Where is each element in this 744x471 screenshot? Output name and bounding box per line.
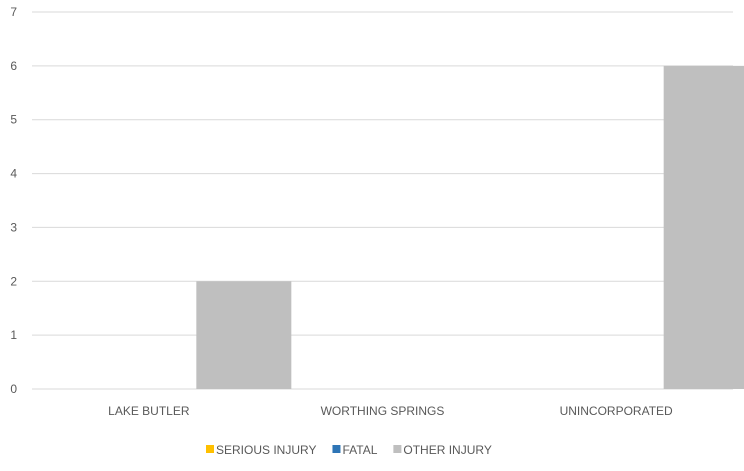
x-tick-label: UNINCORPORATED [560,404,673,418]
y-axis-ticks: 0 1 2 3 4 5 6 7 [10,5,17,396]
y-tick-label: 2 [10,274,17,288]
y-tick-label: 3 [10,220,17,234]
legend: SERIOUS INJURY FATAL OTHER INJURY [206,443,492,457]
y-tick-label: 5 [10,113,17,127]
legend-label: SERIOUS INJURY [216,443,316,457]
legend-label: FATAL [342,443,377,457]
y-tick-label: 4 [10,167,17,181]
x-tick-label: LAKE BUTLER [108,404,190,418]
legend-swatch [206,445,214,453]
y-tick-label: 6 [10,59,17,73]
y-tick-label: 7 [10,5,17,19]
legend-label: OTHER INJURY [403,443,491,457]
x-axis-ticks: LAKE BUTLER WORTHING SPRINGS UNINCORPORATE… [108,404,673,418]
bar-other-injury [196,281,292,389]
bar-other-injury [663,65,744,389]
legend-swatch [393,445,402,453]
bars [196,65,744,389]
x-tick-label: WORTHING SPRINGS [321,404,445,418]
gridlines [32,11,733,390]
y-tick-label: 0 [10,382,17,396]
legend-swatch [332,445,341,453]
y-tick-label: 1 [10,328,17,342]
